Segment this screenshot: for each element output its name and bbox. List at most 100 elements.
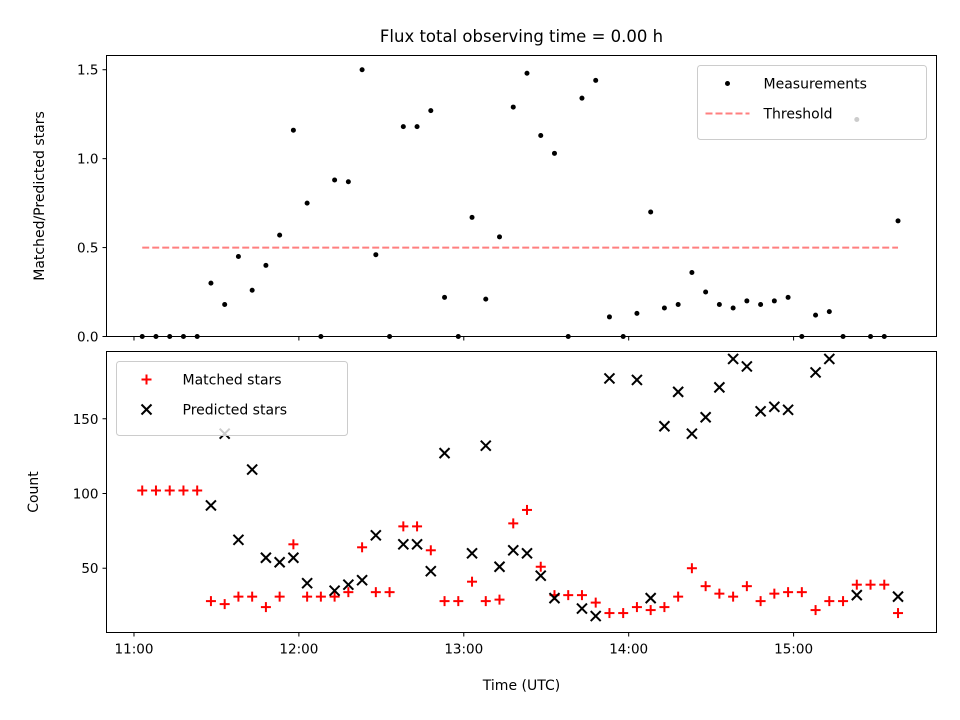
matched-star-marker — [370, 587, 381, 598]
predicted-star-marker — [576, 602, 588, 615]
legend-box — [116, 361, 348, 436]
ratio-y-axis: 0.0 0.5 1.0 1.5 — [77, 63, 107, 346]
measurement-point — [469, 214, 475, 220]
measurement-point — [428, 108, 434, 114]
matched-star-marker — [192, 485, 203, 496]
measurement-point — [359, 67, 365, 73]
measurement-point — [249, 287, 255, 293]
measurement-point — [675, 301, 681, 307]
y-tick-label: 50 — [81, 561, 98, 577]
legend-label: Threshold — [763, 107, 833, 123]
matched-star-marker — [329, 591, 340, 602]
count-y-axis: 50 100 150 — [73, 412, 107, 577]
matched-star-marker — [769, 588, 780, 599]
y-tick-label: 150 — [73, 412, 99, 428]
matched-star-marker — [137, 485, 148, 496]
predicted-star-marker — [603, 372, 616, 385]
measurement-point — [593, 77, 599, 83]
legend-label: Predicted stars — [183, 403, 288, 419]
measurement-point — [895, 218, 901, 224]
predicted-star-marker — [260, 552, 272, 564]
measurement-point — [634, 310, 640, 316]
predicted-star-marker — [686, 428, 698, 440]
measurement-point — [263, 262, 269, 268]
predicted-star-marker — [644, 592, 657, 604]
predicted-star-marker — [809, 366, 822, 379]
predicted-star-marker — [273, 556, 286, 568]
measurement-point — [497, 234, 503, 240]
matched-star-marker — [865, 579, 876, 590]
predicted-star-marker — [521, 547, 533, 559]
count-panel: 50 100 150 11:00 12:00 13:00 14:00 15:00 Count… — [26, 351, 937, 658]
matched-star-marker — [508, 518, 519, 529]
predicted-star-marker — [328, 584, 341, 597]
predicted-star-marker — [480, 439, 492, 452]
measurement-point — [730, 305, 736, 311]
measurement-point — [661, 305, 667, 311]
matched-star-marker — [398, 521, 409, 532]
measurement-point — [813, 312, 819, 318]
matched-star-marker — [755, 596, 766, 607]
matched-star-marker — [796, 587, 807, 598]
x-tick-label: 13:00 — [444, 642, 483, 658]
matched-star-marker — [838, 596, 849, 607]
legend-box — [697, 65, 927, 140]
measurement-point — [208, 280, 214, 286]
legend-marker — [725, 81, 730, 86]
predicted-star-marker — [782, 404, 794, 416]
predicted-star-marker — [672, 386, 684, 398]
matched-star-marker — [714, 588, 725, 599]
measurement-point — [277, 232, 283, 238]
matched-star-marker — [535, 561, 546, 572]
measurement-point — [606, 314, 612, 320]
matched-star-marker — [467, 576, 478, 587]
measurement-point — [703, 289, 709, 295]
predicted-star-marker — [507, 544, 519, 556]
matched-star-marker — [700, 581, 711, 592]
x-tick-label: 11:00 — [115, 642, 154, 658]
predicted-star-marker — [535, 569, 547, 582]
measurement-point — [483, 296, 489, 302]
chart-title: Flux total observing time = 0.00 h — [380, 27, 663, 46]
matched-star-marker — [439, 596, 450, 607]
matched-star-marker — [164, 485, 175, 496]
measurement-point — [524, 70, 530, 76]
matched-star-marker — [315, 591, 326, 602]
matched-star-marker — [824, 596, 835, 607]
matched-star-marker — [233, 591, 244, 602]
count-axes-frame — [106, 351, 937, 633]
matched-star-marker — [576, 590, 587, 601]
predicted-star-marker — [397, 538, 410, 551]
measurement-point — [442, 294, 448, 300]
matched-star-marker — [893, 608, 904, 619]
predicted-star-marker — [205, 499, 217, 512]
measurement-point — [648, 209, 654, 215]
predicted-star-marker — [699, 411, 712, 423]
legend-label: Matched stars — [183, 373, 282, 389]
y-tick-label: 1.0 — [77, 152, 98, 168]
measurement-point — [579, 95, 585, 101]
matched-star-marker — [673, 591, 684, 602]
matched-star-marker — [453, 596, 464, 607]
legend-marker — [140, 403, 153, 416]
matched-star-marker — [205, 596, 216, 607]
x-axis-label: Time (UTC) — [482, 678, 560, 694]
legend-marker — [141, 374, 152, 385]
count-plot-area — [137, 353, 904, 622]
x-tick-label: 14:00 — [609, 642, 648, 658]
predicted-star-marker — [754, 405, 767, 417]
y-tick-label: 0.5 — [77, 241, 98, 257]
ratio-axes-frame — [106, 55, 937, 337]
count-y-axis-label: Count — [26, 471, 42, 513]
measurement-point — [235, 253, 241, 259]
matched-star-marker — [783, 587, 794, 598]
matched-star-marker — [563, 590, 574, 601]
measurement-point — [771, 298, 777, 304]
legend-label: Measurements — [764, 77, 867, 93]
predicted-star-marker — [823, 353, 836, 365]
matched-star-marker — [618, 608, 629, 619]
matched-star-marker — [480, 596, 491, 607]
measurement-point — [744, 298, 750, 304]
measurement-point — [758, 301, 764, 307]
matched-star-marker — [521, 504, 532, 515]
